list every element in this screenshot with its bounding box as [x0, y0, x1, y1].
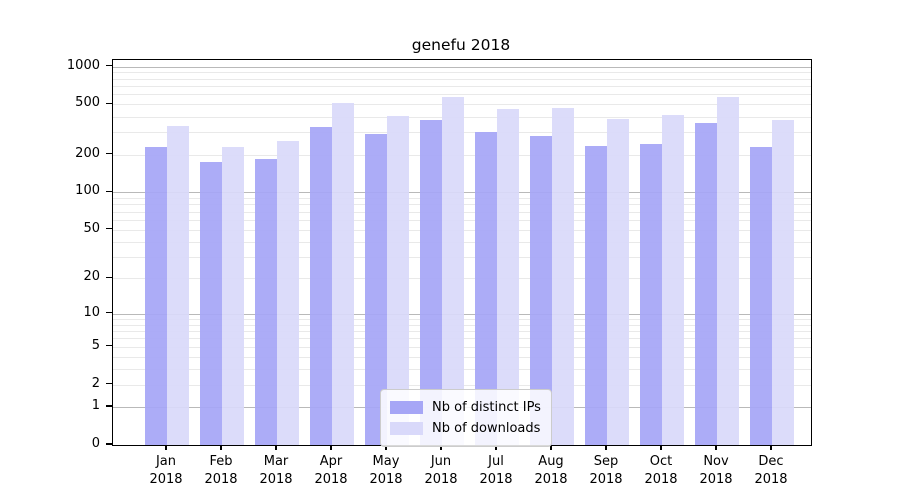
x-tick-label-may: May 2018 [369, 454, 403, 487]
y-tick-label-100: 100 [75, 183, 100, 199]
bar-jul-2018-downloads [497, 108, 519, 445]
bar-feb-2018-downloads [222, 147, 244, 445]
x-tick-apr [330, 445, 332, 450]
bar-jul-2018-ips [475, 132, 497, 445]
x-tick-label-oct: Oct 2018 [644, 454, 678, 487]
bar-mar-2018-ips [255, 159, 277, 445]
x-tick-label-jul: Jul 2018 [479, 454, 513, 487]
y-tick-label-500: 500 [75, 95, 100, 111]
plot-area [112, 59, 812, 446]
y-tick-label-1: 1 [91, 398, 100, 413]
x-tick-mar [275, 445, 277, 450]
legend: Nb of distinct IPs Nb of downloads [380, 389, 552, 447]
bar-nov-2018-downloads [717, 97, 739, 445]
gridline-600 [113, 94, 811, 96]
x-tick-label-apr: Apr 2018 [314, 454, 348, 487]
bar-may-2018-ips [365, 133, 387, 445]
bar-jan-2018-downloads [167, 125, 189, 445]
gridline-700 [113, 86, 811, 87]
y-tick-label-5: 5 [91, 337, 100, 353]
bar-feb-2018-ips [200, 162, 222, 445]
x-tick-dec [770, 445, 772, 450]
bar-may-2018-downloads [387, 116, 409, 445]
bar-jan-2018-ips [145, 147, 167, 445]
x-tick-label-aug: Aug 2018 [534, 454, 568, 487]
chart-title: genefu 2018 [411, 36, 511, 54]
bar-nov-2018-ips [695, 123, 717, 445]
y-tick-5 [106, 345, 112, 347]
bar-sep-2018-ips [585, 146, 607, 445]
y-tick-200 [106, 152, 112, 155]
x-tick-label-jun: Jun 2018 [424, 454, 458, 487]
bar-apr-2018-downloads [332, 103, 354, 445]
x-tick-aug [550, 445, 552, 450]
y-tick-20 [106, 276, 112, 278]
legend-label-distinct-ips: Nb of distinct IPs [432, 400, 541, 415]
y-tick-label-20: 20 [83, 269, 100, 285]
y-tick-100 [106, 190, 112, 192]
y-tick-label-2: 2 [91, 375, 100, 391]
y-tick-10 [106, 311, 112, 314]
gridline-800 [113, 78, 811, 80]
x-tick-may [385, 445, 387, 450]
y-tick-1000 [106, 64, 112, 67]
legend-swatch-distinct-ips [390, 401, 423, 414]
bar-mar-2018-downloads [277, 141, 299, 445]
x-tick-jul [495, 445, 497, 450]
x-tick-label-jan: Jan 2018 [149, 454, 183, 487]
legend-swatch-downloads [390, 422, 423, 435]
legend-label-downloads: Nb of downloads [432, 421, 541, 436]
bar-aug-2018-ips [530, 135, 552, 445]
x-tick-label-feb: Feb 2018 [204, 454, 238, 487]
x-tick-nov [715, 445, 717, 450]
gridline-1000 [113, 66, 811, 68]
x-tick-jan [165, 445, 167, 450]
bar-sep-2018-downloads [607, 119, 629, 445]
x-tick-label-sep: Sep 2018 [589, 454, 623, 487]
bar-oct-2018-ips [640, 144, 662, 445]
x-tick-jun [440, 445, 442, 450]
y-tick-label-200: 200 [75, 145, 100, 161]
y-tick-50 [106, 227, 112, 230]
bar-apr-2018-ips [310, 126, 332, 445]
bar-jun-2018-ips [420, 120, 442, 445]
bar-dec-2018-downloads [772, 120, 794, 445]
x-tick-label-nov: Nov 2018 [699, 454, 733, 487]
y-tick-label-50: 50 [83, 220, 100, 236]
x-tick-sep [605, 445, 607, 450]
bar-aug-2018-downloads [552, 108, 574, 445]
bar-oct-2018-downloads [662, 114, 684, 445]
gridline-900 [113, 72, 811, 74]
x-tick-label-dec: Dec 2018 [754, 454, 788, 487]
legend-row-distinct-ips: Nb of distinct IPs [390, 397, 541, 418]
y-tick-label-1000: 1000 [66, 57, 100, 73]
y-tick-1 [106, 405, 112, 407]
y-tick-label-10: 10 [83, 304, 100, 320]
x-tick-oct [660, 445, 662, 450]
bar-dec-2018-ips [750, 146, 772, 445]
bar-jun-2018-downloads [442, 96, 464, 445]
y-tick-2 [106, 383, 112, 385]
legend-row-downloads: Nb of downloads [390, 418, 541, 439]
y-tick-0 [106, 443, 112, 445]
y-tick-label-0: 0 [91, 436, 100, 451]
x-tick-feb [220, 445, 222, 450]
x-tick-label-mar: Mar 2018 [259, 454, 293, 487]
y-tick-500 [106, 102, 112, 105]
